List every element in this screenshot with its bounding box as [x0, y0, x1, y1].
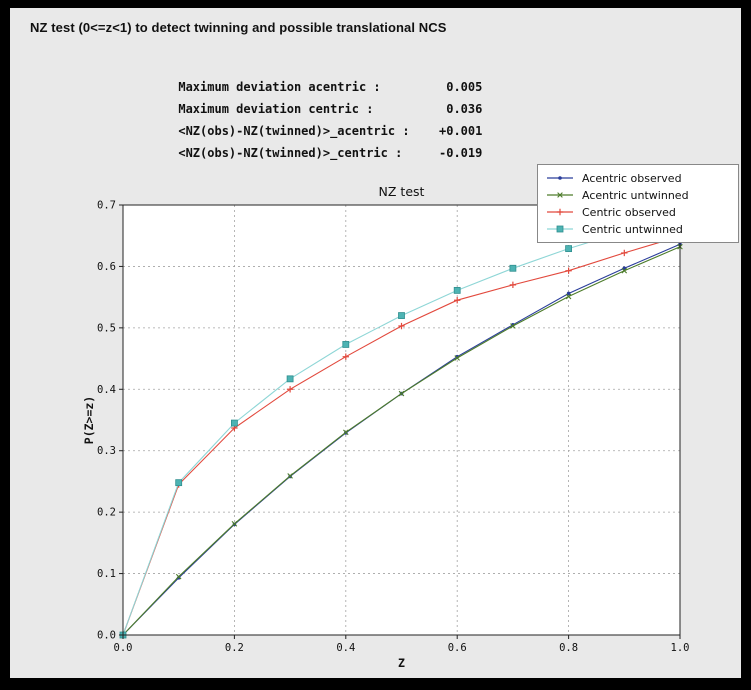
svg-text:0.2: 0.2	[225, 642, 244, 654]
stat-value: -0.019	[439, 146, 483, 160]
legend-label: Centric observed	[582, 205, 676, 219]
svg-text:0.6: 0.6	[448, 642, 467, 654]
svg-text:0.6: 0.6	[97, 261, 116, 273]
svg-text:P(Z>=z): P(Z>=z)	[82, 396, 96, 444]
legend-label: Acentric observed	[582, 171, 682, 185]
stat-label: <NZ(obs)-NZ(twinned)>_centric :	[178, 146, 403, 160]
stat-label: Maximum deviation acentric :	[178, 80, 381, 94]
legend-label: Centric untwinned	[582, 222, 683, 236]
main-panel: NZ test (0<=z<1) to detect twinning and …	[10, 8, 741, 678]
svg-text:0.2: 0.2	[97, 507, 116, 519]
svg-text:1.0: 1.0	[671, 642, 690, 654]
legend-sample-line	[547, 176, 573, 180]
stats-block: Maximum deviation acentric : 0.005 Maximu…	[135, 54, 482, 160]
stat-row-max-dev-acentric: Maximum deviation acentric : 0.005	[135, 54, 482, 94]
svg-text:NZ test: NZ test	[379, 184, 425, 199]
stat-row-nz-diff-acentric: <NZ(obs)-NZ(twinned)>_acentric : +0.001	[135, 98, 482, 138]
svg-text:0.0: 0.0	[97, 630, 116, 642]
legend-sample-line	[547, 208, 573, 216]
svg-text:0.3: 0.3	[97, 445, 116, 457]
legend-item-centric-untwinned: Centric untwinned	[545, 221, 731, 237]
svg-text:0.8: 0.8	[559, 642, 578, 654]
stat-value: 0.005	[446, 80, 483, 94]
chart-area: 0.0 0.2 0.4 0.6 0.8 1.0 0.0 0.1 0.2 0.3 0.4 0.5 0.6 0…	[10, 158, 741, 678]
page-title: NZ test (0<=z<1) to detect twinning and …	[30, 20, 447, 35]
legend-sample-line	[547, 192, 573, 198]
svg-text:Z: Z	[398, 656, 405, 670]
legend-item-acentric-observed: Acentric observed	[545, 170, 731, 186]
stat-row-nz-diff-centric: <NZ(obs)-NZ(twinned)>_centric : -0.019	[135, 120, 482, 160]
stat-label: Maximum deviation centric :	[178, 102, 374, 116]
svg-text:0.4: 0.4	[97, 384, 116, 396]
stat-label: <NZ(obs)-NZ(twinned)>_acentric :	[178, 124, 410, 138]
nz-test-plot: 0.0 0.2 0.4 0.6 0.8 1.0 0.0 0.1 0.2 0.3 0.4 0.5 0.6 0…	[82, 184, 690, 670]
svg-text:0.7: 0.7	[97, 200, 116, 212]
chart-legend: Acentric observed Acentric untwinned Cen…	[537, 164, 739, 243]
svg-text:0.1: 0.1	[97, 568, 116, 580]
legend-item-centric-observed: Centric observed	[545, 204, 731, 220]
svg-text:0.5: 0.5	[97, 322, 116, 334]
svg-text:0.0: 0.0	[114, 642, 133, 654]
stat-value: 0.036	[446, 102, 483, 116]
legend-label: Acentric untwinned	[582, 188, 689, 202]
stat-row-max-dev-centric: Maximum deviation centric : 0.036	[135, 76, 482, 116]
legend-sample-line	[547, 225, 573, 233]
stat-value: +0.001	[439, 124, 483, 138]
legend-item-acentric-untwinned: Acentric untwinned	[545, 187, 731, 203]
svg-text:0.4: 0.4	[336, 642, 355, 654]
